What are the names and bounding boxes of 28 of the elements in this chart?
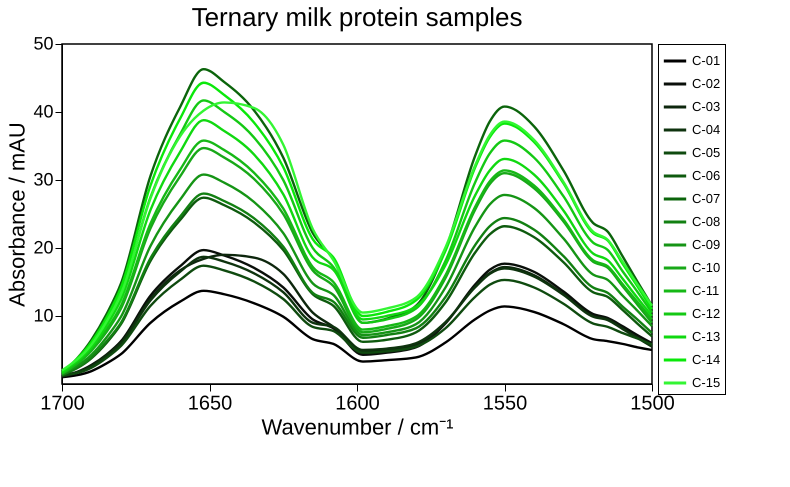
legend-label: C-05 <box>692 145 720 160</box>
y-tick-label: 30 <box>33 170 54 190</box>
legend-label: C-08 <box>692 214 720 229</box>
legend-label: C-06 <box>692 168 720 183</box>
legend-label: C-04 <box>692 122 720 137</box>
legend-label: C-09 <box>692 237 720 252</box>
legend-label: C-12 <box>692 306 720 321</box>
x-tick-label: 1700 <box>40 392 85 414</box>
chart-title: Ternary milk protein samples <box>192 2 522 32</box>
y-axis-title: Absorbance / mAU <box>4 122 30 307</box>
legend-label: C-15 <box>692 375 720 390</box>
y-tick-label: 20 <box>33 238 54 258</box>
legend-label: C-10 <box>692 260 720 275</box>
legend-label: C-02 <box>692 76 720 91</box>
x-tick-label: 1550 <box>482 392 528 414</box>
legend-label: C-07 <box>692 191 720 206</box>
y-tick-label: 40 <box>33 102 54 122</box>
y-tick-label: 10 <box>33 306 54 326</box>
y-tick-label: 50 <box>33 34 54 54</box>
legend-label: C-11 <box>692 283 720 298</box>
x-tick-label: 1650 <box>188 392 232 414</box>
legend-label: C-13 <box>692 329 720 344</box>
legend-label: C-01 <box>692 53 720 68</box>
x-axis-title: Wavenumber / cm⁻¹ <box>261 414 454 440</box>
x-tick-label: 1500 <box>630 392 675 414</box>
x-tick-label: 1600 <box>335 392 380 414</box>
legend-label: C-03 <box>692 99 720 114</box>
legend-label: C-14 <box>692 352 720 367</box>
